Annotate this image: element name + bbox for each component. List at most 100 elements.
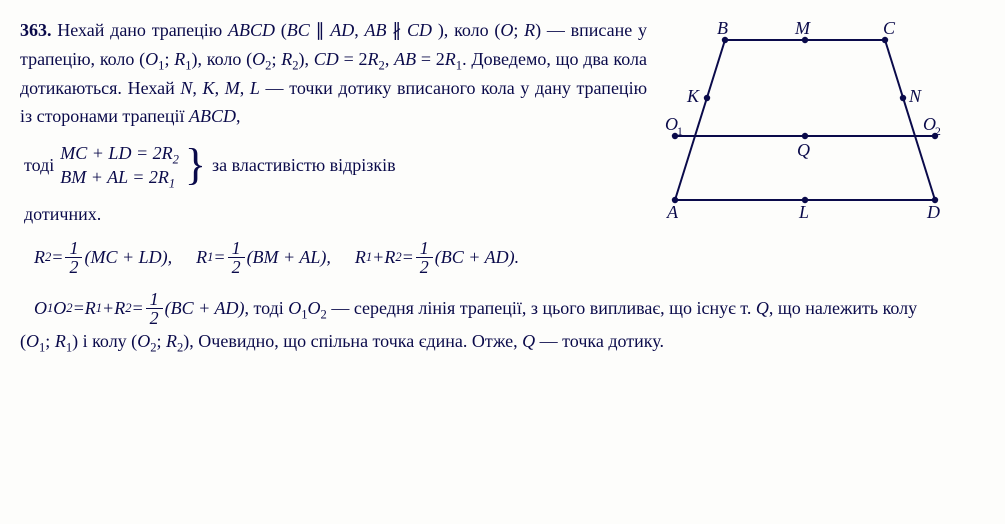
t: ; (513, 20, 524, 40)
svg-text:B: B (717, 20, 728, 38)
t: AB (394, 49, 416, 69)
equations-row: R2 = 12 (MC + LD), R1 = 12 (BM + AL), R1… (34, 239, 945, 276)
t: R (55, 331, 66, 351)
t: BC (287, 20, 310, 40)
den: 2 (65, 258, 82, 276)
t: + (372, 243, 384, 272)
t: + (102, 294, 114, 323)
t: M (225, 78, 240, 98)
t: MC + LD = 2R (60, 143, 172, 163)
t: AB (365, 20, 387, 40)
frac: 12 (65, 239, 82, 276)
den: 2 (228, 258, 245, 276)
t: BM + AL = 2R (60, 167, 169, 187)
svg-text:L: L (798, 202, 809, 220)
t: , (236, 106, 241, 126)
t: CD (314, 49, 339, 69)
t: , (354, 20, 364, 40)
o1o2-eq: O1O2 = R1 + R2 = 12 (BC + AD) (34, 290, 244, 327)
brace-lines: MC + LD = 2R2 BM + AL = 2R1 (60, 141, 179, 190)
t: = 2 (339, 49, 368, 69)
t: R (174, 49, 185, 69)
t: ( (275, 20, 287, 40)
frac: 12 (146, 290, 163, 327)
right-brace: } (185, 143, 206, 187)
t: R (445, 49, 456, 69)
trapezoid-diagram: ABCDMKNO1O2QL (665, 20, 945, 220)
t: , тоді (244, 298, 288, 318)
t: AD (330, 20, 354, 40)
svg-text:K: K (686, 86, 700, 106)
t: ), Очевидно, що спільна точка єдина. Отж… (183, 331, 522, 351)
t: O (252, 49, 265, 69)
t: ∦ (387, 20, 408, 40)
sub: 1 (169, 177, 175, 191)
t: K (203, 78, 215, 98)
t: — точка дотику. (535, 331, 664, 351)
t: ), коло ( (432, 20, 500, 40)
t: ∥ (310, 20, 331, 40)
t: ABCD (228, 20, 275, 40)
eq-sum: R1 + R2 = 12 (BC + AD). (355, 239, 519, 276)
t: R (114, 294, 125, 323)
t: ), (299, 49, 314, 69)
frac: 12 (416, 239, 433, 276)
t: O (308, 298, 321, 318)
t: O (145, 49, 158, 69)
t: ; (271, 49, 281, 69)
t: = (132, 294, 144, 323)
den: 2 (146, 309, 163, 327)
t: , (240, 78, 250, 98)
svg-text:1: 1 (677, 125, 683, 138)
t: = (402, 243, 414, 272)
brace-after: за властивістю відрізків (212, 151, 396, 180)
t: R (85, 294, 96, 323)
problem-container: ABCDMKNO1O2QL 363. Нехай дано трапецію A… (20, 16, 945, 355)
num: 1 (228, 239, 245, 258)
t: R (281, 49, 292, 69)
t: CD (407, 20, 432, 40)
t: ; (156, 331, 166, 351)
brace-line1: MC + LD = 2R2 (60, 141, 179, 165)
t: O (288, 298, 301, 318)
t: = 2 (416, 49, 445, 69)
t: Нехай дано трапецію (57, 20, 228, 40)
t: , (385, 49, 394, 69)
final-paragraph: O1O2 = R1 + R2 = 12 (BC + AD) , тоді O1O… (20, 290, 945, 356)
t: , (192, 78, 202, 98)
svg-text:D: D (926, 202, 940, 220)
t: R (368, 49, 379, 69)
t: = (213, 243, 225, 272)
t: (MC + LD), (84, 243, 172, 272)
t: R (34, 243, 45, 272)
brace-line2: BM + AL = 2R1 (60, 165, 179, 189)
t: R (166, 331, 177, 351)
brace-block: MC + LD = 2R2 BM + AL = 2R1 } (60, 141, 212, 190)
t: ), коло ( (192, 49, 253, 69)
t: (BC + AD) (165, 294, 245, 323)
svg-text:A: A (666, 202, 679, 220)
num: 1 (416, 239, 433, 258)
t: N (180, 78, 192, 98)
svg-text:Q: Q (797, 140, 810, 160)
t: L (250, 78, 260, 98)
num: 1 (146, 290, 163, 309)
t: Q (756, 298, 769, 318)
den: 2 (416, 258, 433, 276)
t: (BM + AL), (247, 243, 331, 272)
t: , (215, 78, 225, 98)
diagram-svg: ABCDMKNO1O2QL (665, 20, 945, 220)
t: R (384, 243, 395, 272)
t: ; (164, 49, 174, 69)
t: O (137, 331, 150, 351)
todi: тоді (24, 151, 54, 180)
svg-text:N: N (908, 86, 922, 106)
eq-r2: R2 = 12 (MC + LD), (34, 239, 172, 276)
svg-text:2: 2 (935, 125, 941, 138)
eq-r1: R1 = 12 (BM + AL), (196, 239, 331, 276)
t: R (524, 20, 535, 40)
t: O (500, 20, 513, 40)
brace-row: тоді MC + LD = 2R2 BM + AL = 2R1 } за вл… (20, 137, 647, 194)
svg-text:C: C (883, 20, 896, 38)
problem-number: 363. (20, 20, 52, 40)
